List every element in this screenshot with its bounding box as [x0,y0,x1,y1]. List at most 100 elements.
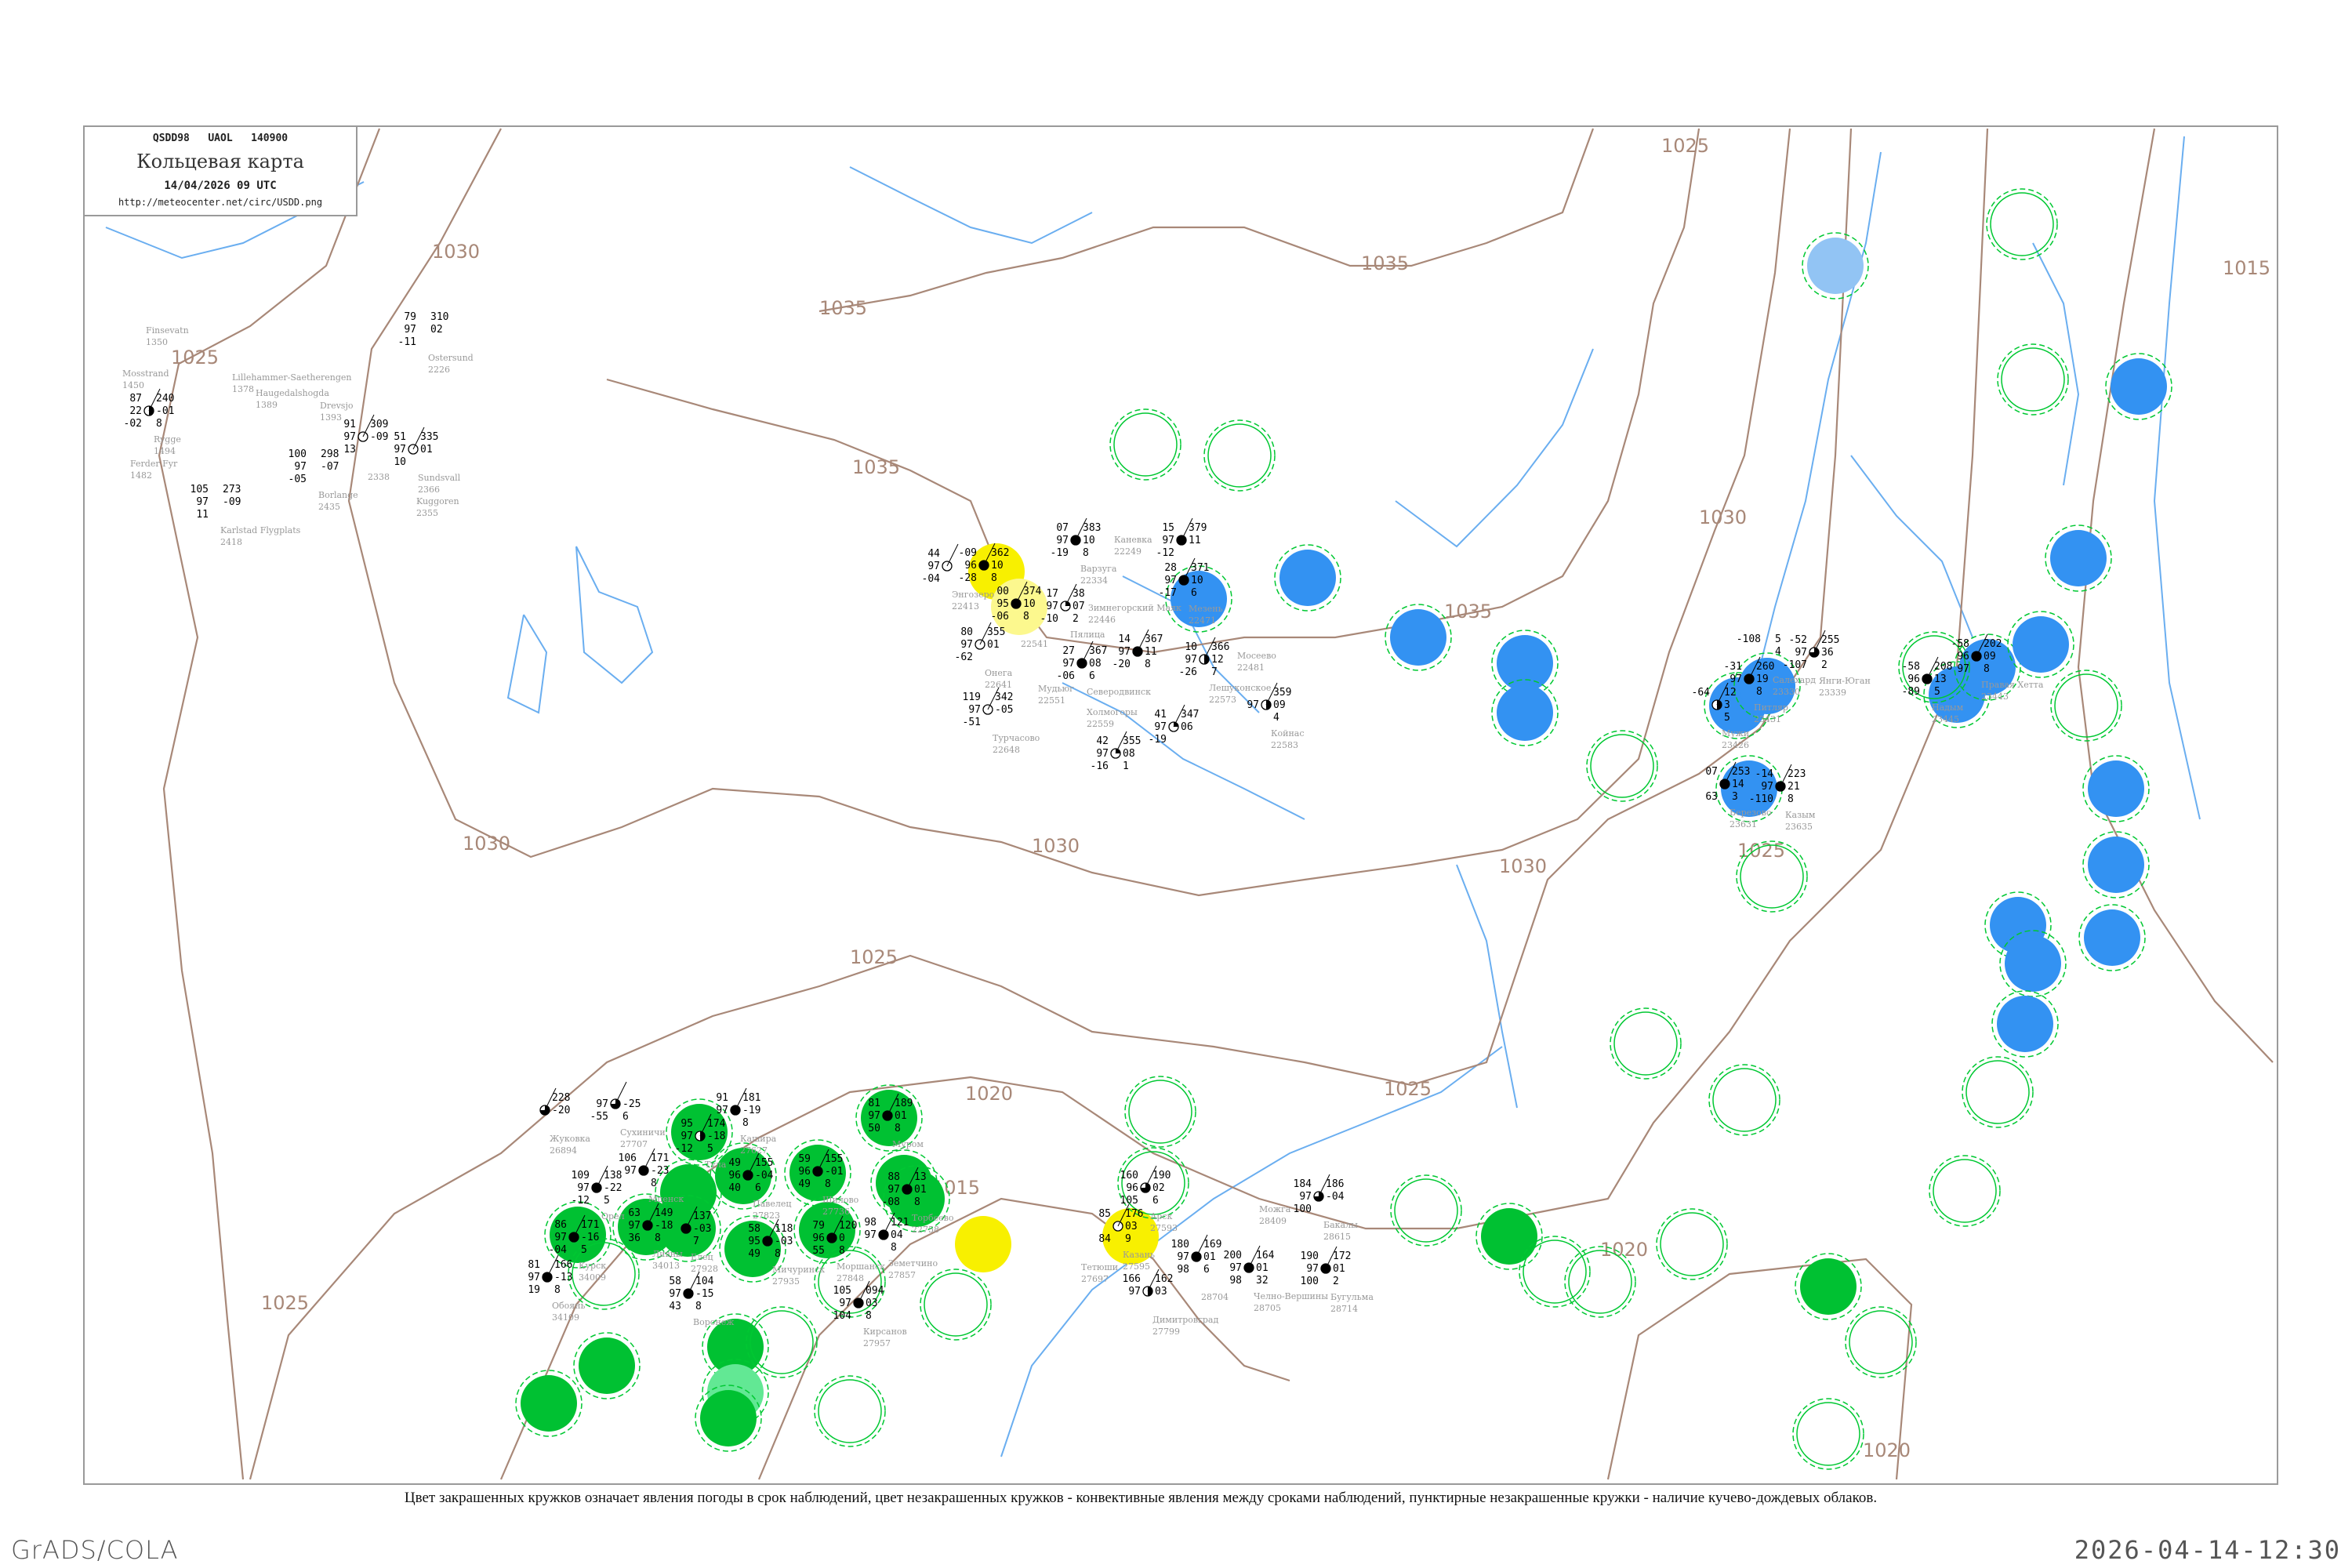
cb-ring [883,1165,950,1232]
station-value-right: 367 [1089,645,1107,657]
station-value-right: 366 [1211,641,1229,653]
station-name: Муром [892,1139,924,1149]
convective-ring [1590,734,1654,798]
wind-barb-icon [1137,629,1149,652]
station-value-right: 8 [825,1178,831,1190]
station-id: 27857 [888,1270,916,1280]
station-value-right: 5 [1934,686,1940,698]
station-value-right: 19 [1756,673,1769,685]
station-2355[interactable]: Kuggoren 2355 [416,496,459,518]
station-value-right: 5 [604,1195,610,1207]
station-28409[interactable]: Можга 28409 [1259,1204,1291,1226]
station-name: Казань [1123,1250,1155,1260]
station-27697[interactable]: Тетюши 27697 [1081,1262,1118,1284]
station-22446[interactable]: Зимнегорский Маяк 22446 [1088,603,1181,625]
station-value-left: 97 [1062,658,1075,670]
station-27928[interactable]: 137-037 Елец 27928 [681,1206,718,1274]
wind-barb-icon [688,1271,700,1294]
station-id: 27799 [1152,1327,1180,1337]
station-value-right: 0 [839,1232,845,1244]
station-name: Ostersund [428,353,474,363]
station-value-left: 97 [404,324,416,336]
station-value-left: -16 [1091,760,1109,772]
station-value-left: -62 [955,652,973,663]
station-value-right: 347 [1181,709,1199,720]
station-value-right: 6 [1089,670,1095,682]
station-name: Шилово [822,1195,859,1205]
station-value-right: -23 [651,1165,669,1177]
station-23330[interactable]: -108 54 Салехард 23330 [1737,633,1817,697]
station-value-right: -20 [552,1105,570,1116]
station-value-right: 01 [1203,1251,1216,1263]
station-1389[interactable]: Haugedalshogda 1389 [256,388,329,410]
station-value-right: -13 [554,1272,572,1283]
station-value-left: 13 [343,444,356,456]
station-value-right: 355 [1123,735,1141,747]
station-value-left: 97 [554,1232,567,1243]
station-22559[interactable]: Холмогоры 22559 [1087,707,1138,729]
